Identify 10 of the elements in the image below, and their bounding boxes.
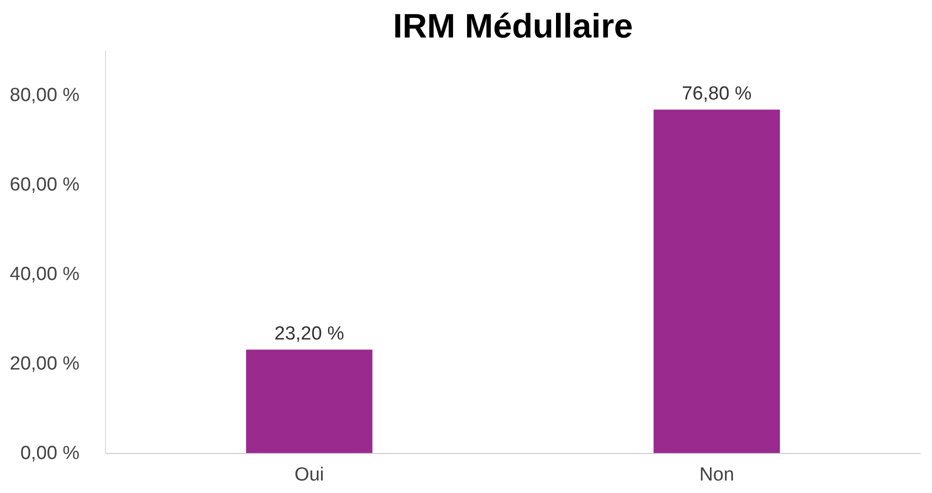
y-tick-label: 0,00 % (20, 443, 80, 464)
data-label: 76,80 % (682, 84, 752, 105)
y-tick-label: 80,00 % (10, 84, 80, 106)
x-tick-label: Oui (294, 464, 324, 486)
y-tick-label: 60,00 % (10, 174, 80, 196)
data-label: 23,20 % (274, 324, 344, 345)
chart-title: IRM Médullaire (393, 8, 633, 46)
x-tick-label: Non (699, 464, 734, 486)
y-tick-label: 20,00 % (10, 353, 80, 374)
y-tick-label: 40,00 % (10, 264, 80, 285)
